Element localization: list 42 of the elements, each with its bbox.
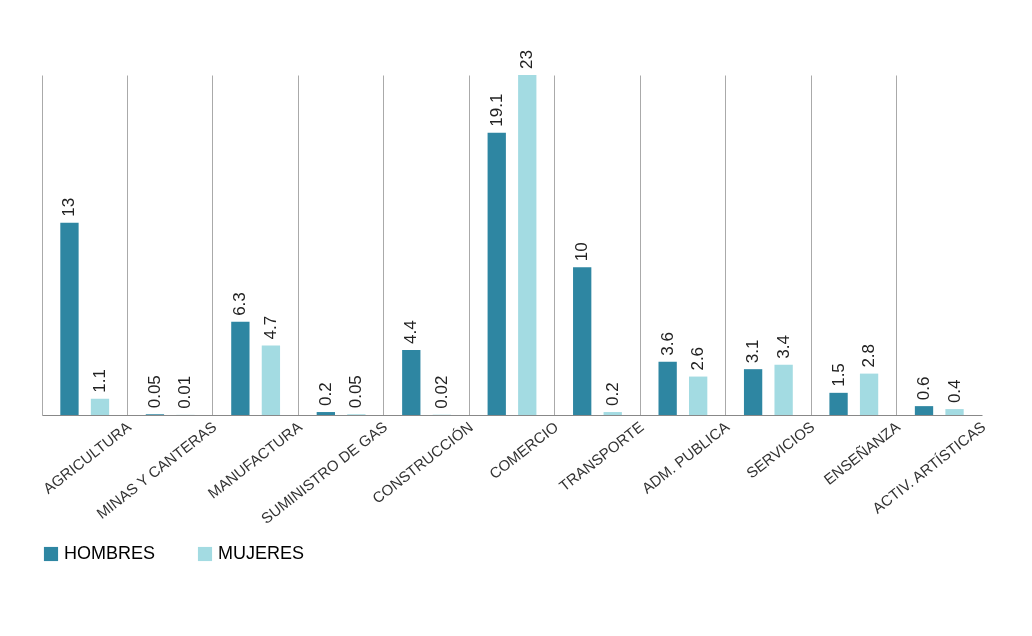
bar — [518, 75, 537, 415]
bar — [402, 349, 421, 415]
data-label: 0.2 — [602, 382, 622, 407]
data-label: 0.05 — [346, 375, 366, 409]
data-label: 0.4 — [944, 379, 964, 404]
bar — [774, 364, 793, 415]
data-label: 2.8 — [859, 343, 879, 368]
bar — [914, 406, 934, 415]
data-label: 0.02 — [431, 375, 451, 409]
data-label: 1.1 — [89, 369, 109, 393]
bar — [945, 409, 964, 415]
legend-label: MUJERES — [218, 543, 305, 563]
bar — [658, 361, 677, 415]
data-label: 1.5 — [828, 363, 848, 387]
bar — [261, 345, 281, 415]
data-label: 0.01 — [175, 375, 195, 409]
data-label: 23 — [517, 50, 537, 69]
legend-label: HOMBRES — [64, 543, 156, 563]
bar — [573, 267, 592, 415]
bar — [90, 398, 110, 415]
data-label: 0.2 — [315, 382, 335, 407]
data-label: 0.6 — [914, 376, 934, 401]
bar — [316, 412, 335, 415]
data-label: 4.7 — [260, 315, 280, 340]
bar — [60, 222, 79, 415]
bar — [487, 132, 506, 415]
data-label: 10 — [572, 242, 592, 262]
bar — [829, 392, 848, 415]
bar — [689, 376, 708, 415]
data-label: 2.6 — [688, 346, 708, 371]
bar — [743, 369, 763, 415]
data-label: 19.1 — [486, 93, 506, 127]
data-label: 0.05 — [144, 375, 164, 409]
data-label: 4.4 — [401, 320, 421, 344]
bar — [859, 373, 879, 415]
data-label: 3.1 — [743, 339, 763, 364]
data-label: 3.4 — [773, 335, 793, 359]
data-label: 6.3 — [230, 292, 250, 316]
data-label: 13 — [59, 197, 79, 217]
bar — [603, 412, 622, 415]
bar — [231, 321, 250, 415]
data-label: 3.6 — [657, 332, 677, 356]
